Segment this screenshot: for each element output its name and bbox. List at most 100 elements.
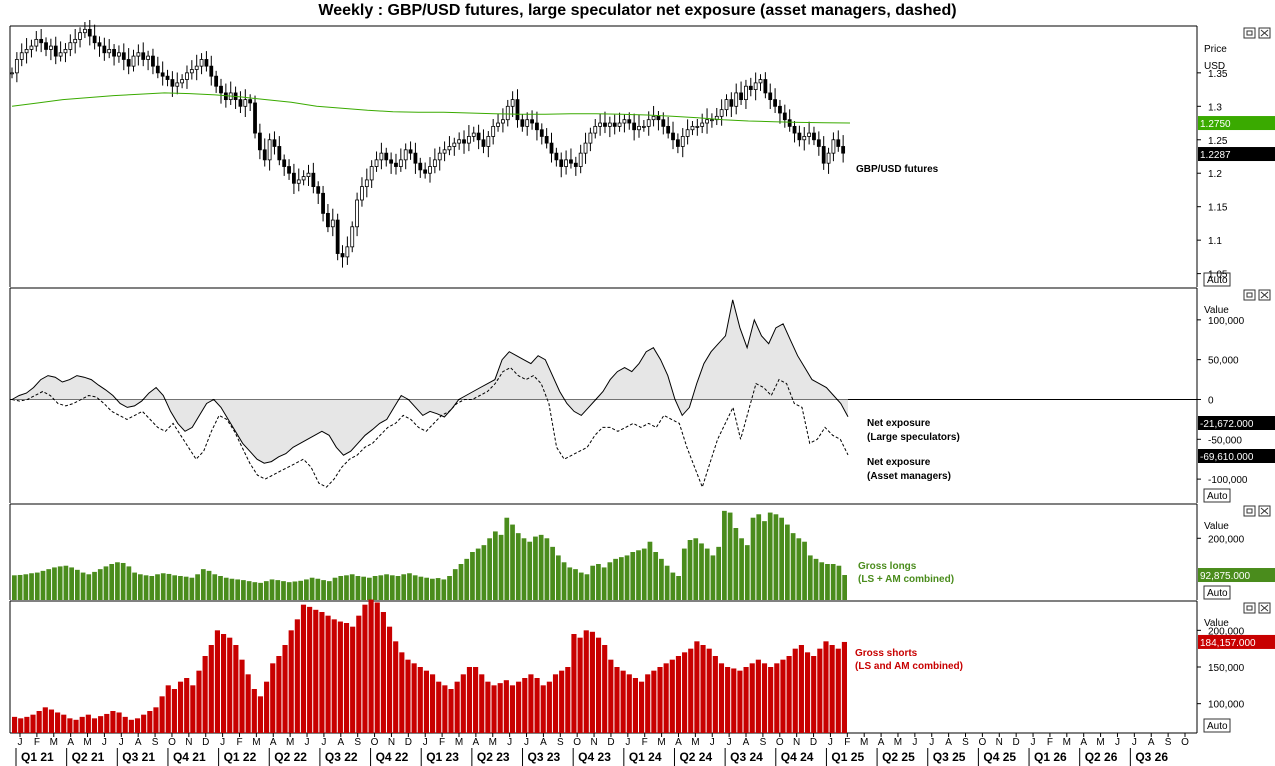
bar[interactable] [786, 656, 792, 733]
bar[interactable] [632, 678, 638, 733]
candle[interactable] [501, 119, 505, 124]
bar[interactable] [233, 645, 239, 733]
bar[interactable] [737, 670, 743, 733]
bar[interactable] [407, 573, 412, 600]
candle[interactable] [573, 162, 578, 167]
bar[interactable] [332, 577, 338, 600]
candle[interactable] [486, 136, 491, 147]
bar[interactable] [733, 528, 739, 600]
bar[interactable] [79, 716, 85, 733]
candle[interactable] [272, 139, 277, 147]
bar[interactable] [386, 626, 393, 733]
bar[interactable] [143, 575, 149, 600]
candle[interactable] [418, 162, 423, 171]
candle[interactable] [326, 212, 330, 228]
restore-button[interactable] [1243, 289, 1256, 301]
candle[interactable] [719, 109, 724, 117]
bar[interactable] [750, 517, 756, 600]
bar[interactable] [263, 581, 269, 600]
candle[interactable] [364, 179, 369, 188]
panel-window-controls[interactable] [1243, 27, 1271, 39]
candle[interactable] [695, 125, 700, 128]
bar[interactable] [653, 552, 659, 600]
bar[interactable] [498, 534, 504, 600]
bar[interactable] [522, 678, 528, 733]
bar[interactable] [46, 569, 52, 600]
bar[interactable] [694, 641, 700, 733]
bar[interactable] [92, 571, 97, 600]
candle[interactable] [792, 125, 797, 134]
bar[interactable] [528, 674, 534, 733]
bar[interactable] [442, 685, 448, 733]
candle[interactable] [826, 152, 831, 164]
bar[interactable] [189, 577, 195, 600]
bar[interactable] [270, 663, 276, 733]
bar[interactable] [57, 566, 63, 600]
candle[interactable] [379, 152, 384, 161]
candle[interactable] [821, 146, 826, 164]
bar[interactable] [343, 623, 350, 733]
candle[interactable] [758, 79, 763, 84]
candle[interactable] [452, 142, 457, 147]
candle[interactable] [267, 139, 272, 161]
bar[interactable] [534, 678, 540, 733]
bar[interactable] [331, 619, 337, 733]
candle[interactable] [34, 38, 39, 47]
bar[interactable] [823, 641, 829, 733]
candle[interactable] [622, 119, 627, 124]
bar[interactable] [258, 582, 263, 600]
candle[interactable] [739, 92, 743, 101]
bar[interactable] [319, 612, 325, 733]
candle[interactable] [292, 172, 296, 184]
bar[interactable] [688, 648, 694, 733]
bar[interactable] [620, 670, 626, 733]
bar[interactable] [80, 572, 86, 600]
candle[interactable] [243, 99, 248, 107]
bar[interactable] [313, 609, 319, 733]
candle[interactable] [641, 125, 646, 128]
bar[interactable] [18, 718, 24, 733]
candle[interactable] [413, 152, 418, 164]
candle[interactable] [189, 69, 194, 74]
bar[interactable] [704, 548, 710, 600]
bar[interactable] [589, 631, 595, 733]
bar[interactable] [779, 517, 785, 600]
bar[interactable] [515, 533, 521, 600]
candle[interactable] [476, 132, 481, 141]
bar[interactable] [663, 663, 669, 733]
candle[interactable] [330, 219, 335, 228]
bar[interactable] [337, 621, 343, 733]
bar[interactable] [613, 558, 618, 600]
bar[interactable] [682, 652, 688, 733]
restore-button[interactable] [1243, 27, 1256, 39]
bar[interactable] [590, 565, 596, 600]
candle[interactable] [301, 176, 306, 181]
bar[interactable] [63, 565, 69, 600]
bar[interactable] [712, 656, 718, 733]
candle[interactable] [374, 159, 379, 167]
candle[interactable] [10, 72, 14, 75]
bar[interactable] [521, 538, 527, 600]
panel-window-controls[interactable] [1243, 505, 1271, 517]
candle[interactable] [19, 52, 24, 60]
auto-scale-button[interactable]: Auto [1203, 585, 1231, 600]
bar[interactable] [67, 718, 73, 733]
candle[interactable] [428, 166, 432, 174]
candle[interactable] [408, 149, 413, 154]
bar[interactable] [235, 579, 241, 600]
bar[interactable] [743, 667, 749, 733]
bar[interactable] [527, 541, 533, 600]
bar[interactable] [183, 576, 189, 600]
bar[interactable] [282, 645, 288, 733]
bar[interactable] [120, 562, 126, 600]
candle[interactable] [598, 122, 603, 127]
candle[interactable] [753, 82, 758, 90]
candle[interactable] [690, 125, 695, 131]
bar[interactable] [91, 718, 98, 733]
bar[interactable] [384, 574, 389, 600]
candle[interactable] [214, 75, 219, 87]
candle[interactable] [841, 146, 846, 154]
candle[interactable] [471, 132, 476, 137]
candle[interactable] [262, 149, 267, 161]
candle[interactable] [53, 45, 58, 57]
